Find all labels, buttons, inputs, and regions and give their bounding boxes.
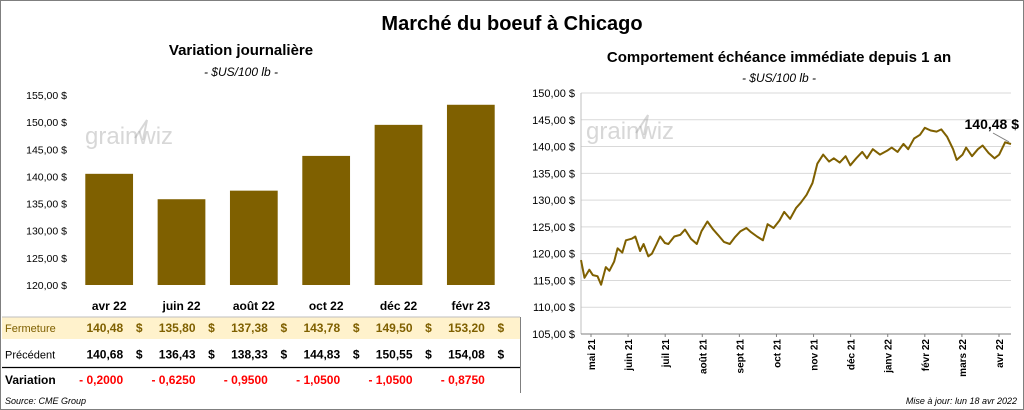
table-value: - 0,9500 — [224, 373, 268, 387]
x-tick-label: mars 22 — [958, 339, 969, 377]
y-tick-label: 140,00 $ — [532, 142, 575, 154]
bar — [229, 190, 278, 285]
table-dollar: $ — [208, 348, 215, 362]
x-tick-label: oct 21 — [772, 339, 783, 368]
table-dollar: $ — [208, 321, 215, 335]
x-tick-label: avr 22 — [92, 299, 127, 313]
y-tick-label: 155,00 $ — [26, 90, 67, 102]
x-tick-label: nov 21 — [810, 339, 821, 371]
table-value: 138,33 — [231, 348, 268, 362]
x-tick-label: août 22 — [233, 299, 275, 313]
table-dollar: $ — [353, 348, 360, 362]
y-tick-label: 150,00 $ — [532, 88, 575, 100]
table-dollar: $ — [425, 348, 432, 362]
bar — [374, 124, 423, 285]
grainwiz-logo: grainwiz — [85, 119, 173, 150]
x-tick-label: oct 22 — [309, 299, 344, 313]
table-value: 137,38 — [231, 321, 268, 335]
table-value: 149,50 — [376, 321, 413, 335]
bar-chart-title: Variation journalière — [168, 42, 314, 59]
table-dollar: $ — [136, 321, 143, 335]
x-tick-label: janv 22 — [884, 339, 895, 374]
x-tick-label: févr 22 — [921, 339, 932, 372]
grainwiz-logo: grainwiz — [586, 114, 674, 145]
last-label-leader — [992, 132, 1010, 143]
y-tick-label: 125,00 $ — [532, 222, 575, 234]
table-value: 143,78 — [303, 321, 340, 335]
x-tick-label: juil 21 — [661, 339, 672, 369]
table-value: 140,68 — [86, 348, 123, 362]
y-tick-label: 120,00 $ — [532, 249, 575, 261]
table-value: - 0,8750 — [441, 373, 485, 387]
last-value-label: 140,48 $ — [965, 116, 1020, 132]
y-tick-label: 145,00 $ — [26, 144, 67, 156]
x-tick-label: sept 21 — [735, 339, 746, 374]
x-tick-label: mai 21 — [587, 339, 598, 371]
bar — [85, 173, 134, 285]
table-value: 153,20 — [448, 321, 485, 335]
table-value: 140,48 — [86, 321, 123, 335]
update-note: Mise à jour: lun 18 avr 2022 — [905, 396, 1017, 406]
y-tick-label: 130,00 $ — [532, 195, 575, 207]
table-value: 154,08 — [448, 348, 485, 362]
table-row-label: Fermeture — [5, 323, 56, 335]
table-value: 144,83 — [303, 348, 340, 362]
table-row-label: Variation — [5, 373, 56, 387]
table-row-bg — [2, 317, 520, 339]
table-dollar: $ — [280, 321, 287, 335]
table-value: 136,43 — [159, 348, 196, 362]
y-tick-label: 125,00 $ — [26, 253, 67, 265]
line-chart: 105,00 $ 110,00 $ 115,00 $ 120,00 $ 125,00 $… — [532, 88, 1020, 377]
x-tick-label: juin 21 — [624, 339, 635, 372]
table-value: - 1,0500 — [296, 373, 340, 387]
svg-text:grainwiz: grainwiz — [586, 118, 674, 145]
bar — [302, 155, 351, 285]
table-value: - 0,2000 — [79, 373, 123, 387]
x-tick-label: juin 22 — [161, 299, 200, 313]
line-chart-subtitle: - $US/100 lb - — [741, 71, 817, 85]
bar — [157, 199, 206, 285]
x-tick-label: déc 21 — [847, 339, 858, 371]
page-title: Marché du boeuf à Chicago — [381, 13, 643, 35]
x-tick-label: déc 22 — [380, 299, 418, 313]
price-series — [580, 126, 1012, 286]
table-row-label: Précédent — [5, 350, 55, 362]
y-tick-label: 135,00 $ — [532, 168, 575, 180]
y-tick-label: 120,00 $ — [26, 280, 67, 292]
source-note: Source: CME Group — [5, 396, 87, 406]
y-tick-label: 140,00 $ — [26, 171, 67, 183]
svg-text:grainwiz: grainwiz — [85, 123, 173, 150]
table-value: - 1,0500 — [368, 373, 412, 387]
y-tick-label: 105,00 $ — [532, 329, 575, 341]
y-tick-label: 110,00 $ — [533, 302, 575, 314]
line-chart-title: Comportement échéance immédiate depuis 1… — [606, 49, 952, 66]
table-dollar: $ — [425, 321, 432, 335]
table-dollar: $ — [136, 348, 143, 362]
y-tick-label: 135,00 $ — [26, 199, 67, 211]
y-tick-label: 145,00 $ — [532, 115, 575, 127]
table-value: 135,80 — [159, 321, 196, 335]
table-dollar: $ — [280, 348, 287, 362]
table-dollar: $ — [353, 321, 360, 335]
y-tick-label: 150,00 $ — [26, 117, 67, 129]
y-tick-label: 115,00 $ — [533, 275, 575, 287]
x-tick-label: août 21 — [698, 339, 709, 374]
table-dollar: $ — [497, 348, 504, 362]
table-row-bg — [2, 368, 520, 392]
table-value: 150,55 — [376, 348, 413, 362]
x-tick-label: févr 23 — [451, 299, 490, 313]
x-tick-label: avr 22 — [995, 339, 1006, 368]
bar-chart: grainwiz 120,00 $ 125,00 $ 130,00 $ 135,00 $… — [2, 90, 521, 393]
table-dollar: $ — [497, 321, 504, 335]
bar-chart-subtitle: - $US/100 lb - — [203, 65, 279, 79]
y-tick-label: 130,00 $ — [26, 226, 67, 238]
table-row-bg — [2, 342, 520, 367]
bar — [446, 104, 495, 286]
table-value: - 0,6250 — [151, 373, 195, 387]
